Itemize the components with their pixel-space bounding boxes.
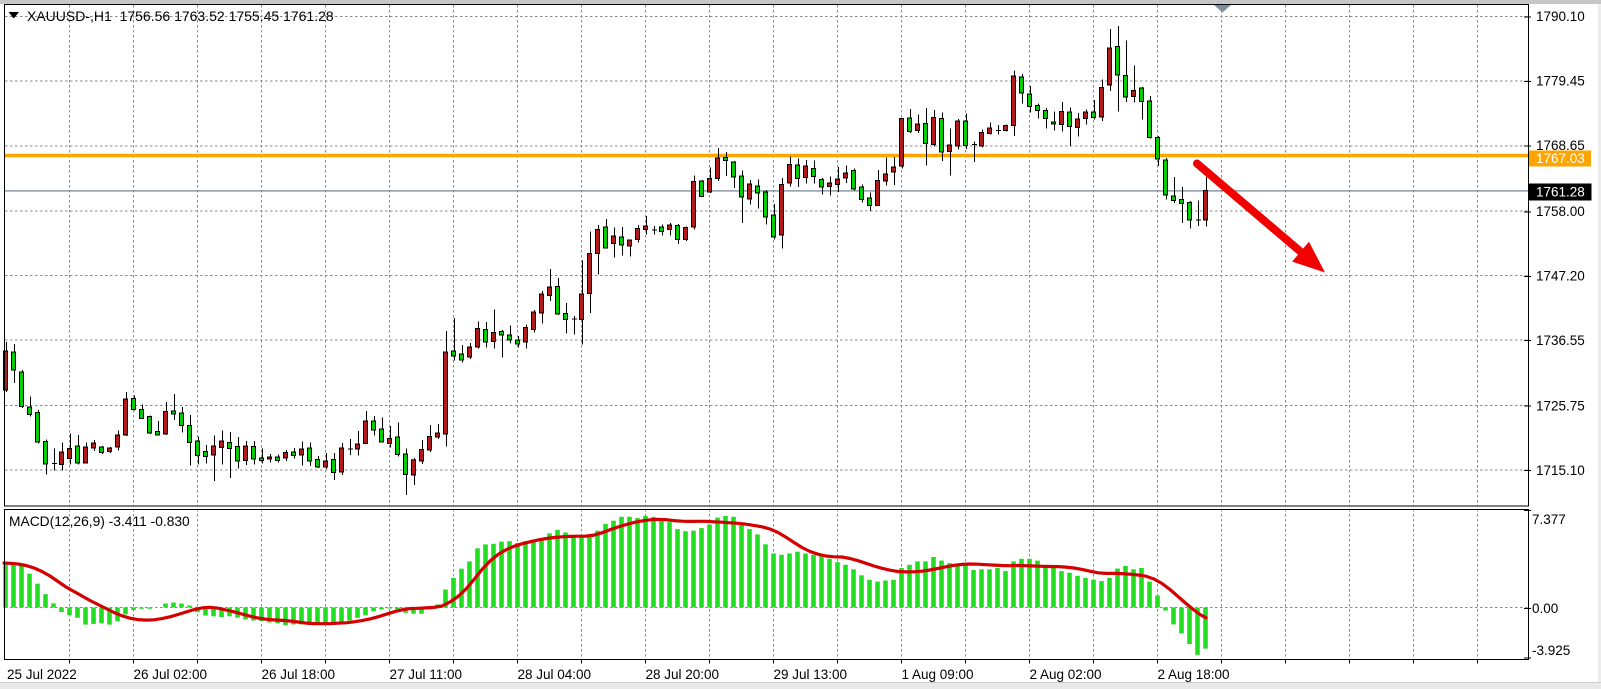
- svg-text:2 Aug 02:00: 2 Aug 02:00: [1030, 667, 1102, 682]
- svg-text:26 Jul 02:00: 26 Jul 02:00: [134, 667, 208, 682]
- svg-text:-3.925: -3.925: [1532, 643, 1570, 658]
- svg-text:25 Jul 2022: 25 Jul 2022: [7, 667, 77, 682]
- svg-text:1790.10: 1790.10: [1536, 9, 1585, 24]
- svg-text:0.00: 0.00: [1532, 601, 1558, 616]
- svg-text:1768.65: 1768.65: [1536, 138, 1585, 153]
- svg-text:29 Jul 13:00: 29 Jul 13:00: [774, 667, 848, 682]
- svg-text:27 Jul 11:00: 27 Jul 11:00: [390, 667, 463, 682]
- svg-text:1 Aug 09:00: 1 Aug 09:00: [902, 667, 974, 682]
- svg-text:XAUUSD-,H1 1756.56 1763.52 17: XAUUSD-,H1 1756.56 1763.52 1755.45 1761.…: [27, 8, 334, 24]
- svg-text:1747.20: 1747.20: [1536, 269, 1585, 284]
- svg-text:7.377: 7.377: [1532, 512, 1566, 527]
- svg-text:28 Jul 20:00: 28 Jul 20:00: [646, 667, 720, 682]
- svg-text:26 Jul 18:00: 26 Jul 18:00: [262, 667, 336, 682]
- svg-text:2 Aug 18:00: 2 Aug 18:00: [1158, 667, 1230, 682]
- svg-text:1779.45: 1779.45: [1536, 74, 1585, 89]
- svg-text:1761.28: 1761.28: [1536, 185, 1585, 200]
- svg-text:28 Jul 04:00: 28 Jul 04:00: [518, 667, 592, 682]
- svg-text:1715.10: 1715.10: [1536, 463, 1585, 478]
- svg-text:MACD(12,26,9) -3.411 -0.830: MACD(12,26,9) -3.411 -0.830: [9, 514, 190, 529]
- svg-text:1767.03: 1767.03: [1536, 151, 1585, 166]
- svg-text:1736.55: 1736.55: [1536, 333, 1585, 348]
- svg-text:1758.00: 1758.00: [1536, 204, 1585, 219]
- svg-text:1725.75: 1725.75: [1536, 398, 1585, 413]
